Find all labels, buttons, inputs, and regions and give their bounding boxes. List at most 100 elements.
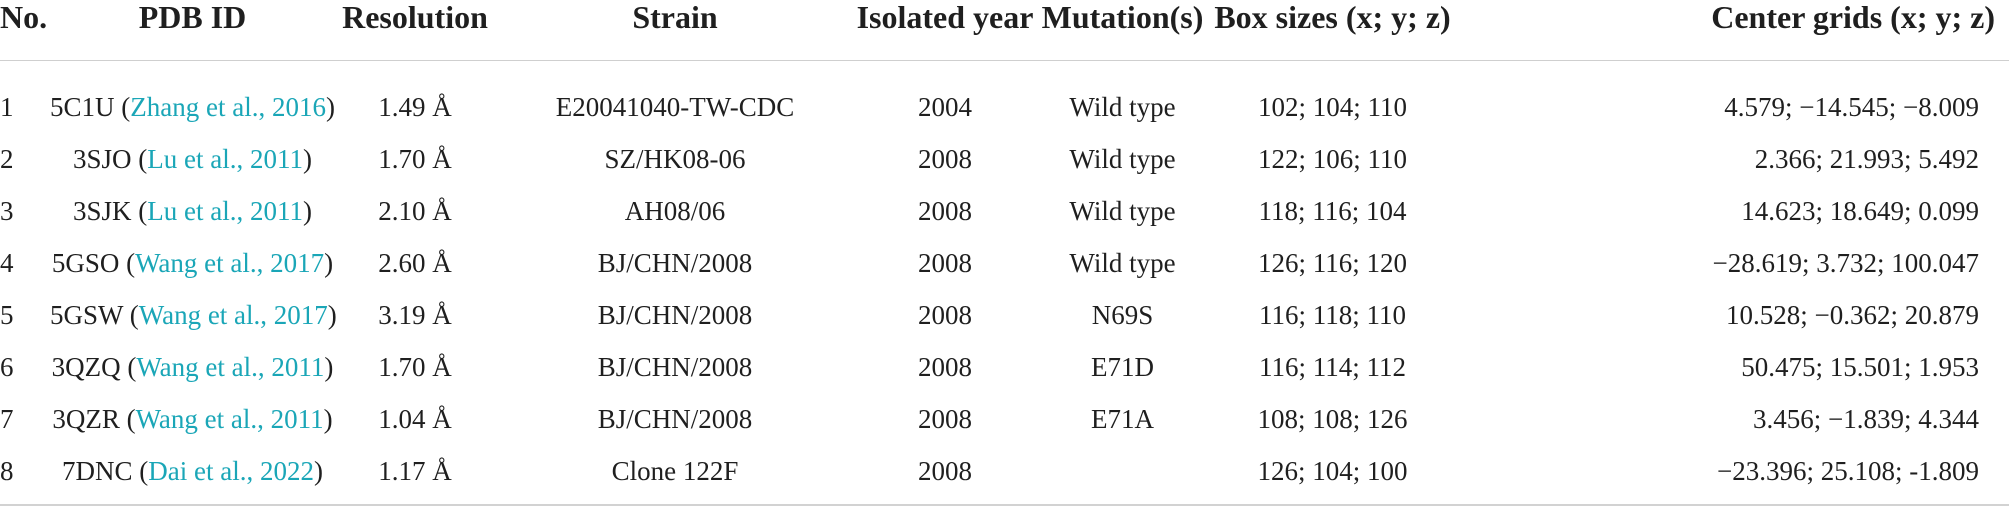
box-sizes-value: 116; 118; 110 [1259, 299, 1406, 330]
header-mutations: Mutation(s) [1041, 0, 1204, 35]
ref-year-link[interactable]: 2011 [250, 195, 303, 226]
ref-close: ) [303, 143, 312, 174]
cell-resolution: 3.19 Å [335, 289, 495, 341]
mutation-value: Wild type [1069, 195, 1176, 226]
ref-author-link[interactable]: Wang et al., [138, 299, 268, 330]
table-row: 1 5C1U (Zhang et al., 2016) 1.49 Å E2004104… [0, 61, 2009, 134]
cell-mutation: Wild type [1035, 237, 1210, 289]
table-row: 3 3SJK (Lu et al., 2011) 2.10 Å AH08/06 2008… [0, 185, 2009, 237]
cell-no: 6 [0, 341, 50, 393]
cell-no: 3 [0, 185, 50, 237]
cell-resolution: 1.04 Å [335, 393, 495, 445]
cell-mutation: Wild type [1035, 133, 1210, 185]
ref-open: ( [132, 455, 149, 486]
cell-year: 2008 [855, 445, 1035, 497]
ref-author-link[interactable]: Wang et al., [135, 403, 264, 434]
cell-year: 2008 [855, 185, 1035, 237]
cell-mutation: Wild type [1035, 61, 1210, 134]
row-number: 8 [0, 455, 14, 486]
strain-value: E20041040-TW-CDC [555, 91, 795, 122]
mutation-value: Wild type [1069, 247, 1176, 278]
resolution-value: 3.19 Å [378, 299, 452, 330]
cell-box-sizes: 108; 108; 126 [1210, 393, 1455, 445]
cell-pdb-id: 3QZQ (Wang et al., 2011) [50, 341, 335, 393]
pdb-id: 3SJO [73, 143, 132, 174]
year-value: 2008 [918, 403, 972, 434]
center-grids-value: 2.366; 21.993; 5.492 [1754, 143, 1979, 174]
cell-box-sizes: 126; 116; 120 [1210, 237, 1455, 289]
year-value: 2008 [918, 195, 972, 226]
cell-resolution: 2.10 Å [335, 185, 495, 237]
mutation-value: E71D [1091, 351, 1154, 382]
cell-center-grids: 10.528; −0.362; 20.879 [1455, 289, 2009, 341]
center-grids-value: 10.528; −0.362; 20.879 [1726, 299, 1979, 330]
ref-open: ( [114, 91, 131, 122]
cell-mutation: E71A [1035, 393, 1210, 445]
ref-open: ( [131, 143, 148, 174]
ref-author-link[interactable]: Wang et al., [136, 351, 265, 382]
year-value: 2008 [918, 299, 972, 330]
cell-pdb-id: 5GSW (Wang et al., 2017) [50, 289, 337, 341]
resolution-value: 2.60 Å [378, 247, 452, 278]
header-resolution: Resolution [342, 0, 488, 35]
strain-value: Clone 122F [611, 455, 739, 486]
center-grids-value: 14.623; 18.649; 0.099 [1741, 195, 1979, 226]
pdb-id: 5GSW [50, 299, 124, 330]
row-number: 1 [0, 91, 14, 122]
ref-author-link[interactable]: Zhang et al., [130, 91, 266, 122]
resolution-value: 1.17 Å [378, 455, 452, 486]
strain-value: AH08/06 [624, 195, 726, 226]
cell-year: 2008 [855, 133, 1035, 185]
resolution-value: 1.70 Å [378, 351, 452, 382]
box-sizes-value: 108; 108; 126 [1257, 403, 1408, 434]
ref-space [265, 92, 272, 122]
header-row: No. PDB ID Resolution Strain Isolated ye… [0, 0, 2009, 61]
cell-box-sizes: 116; 114; 112 [1210, 341, 1455, 393]
pdb-id: 5C1U [50, 91, 115, 122]
ref-author-link[interactable]: Wang et al., [135, 247, 264, 278]
ref-author-link[interactable]: Dai et al., [148, 455, 254, 486]
table-row: 4 5GSO (Wang et al., 2017) 2.60 Å BJ/CHN/20… [0, 237, 2009, 289]
table-row: 2 3SJO (Lu et al., 2011) 1.70 Å SZ/HK08-06 2… [0, 133, 2009, 185]
table-row: 7 3QZR (Wang et al., 2011) 1.04 Å BJ/CHN/20… [0, 393, 2009, 445]
row-number: 6 [0, 351, 14, 382]
year-value: 2008 [918, 247, 972, 278]
ref-close: ) [324, 247, 334, 278]
header-isolated-year: Isolated year [856, 0, 1034, 35]
cell-pdb-id: 3SJO (Lu et al., 2011) [50, 133, 335, 185]
ref-year-link[interactable]: 2016 [271, 91, 326, 122]
cell-pdb-id: 5C1U (Zhang et al., 2016) [50, 61, 335, 134]
cell-no: 4 [0, 237, 50, 289]
ref-year-link[interactable]: 2011 [270, 403, 324, 434]
strain-value: BJ/CHN/2008 [597, 299, 753, 330]
cell-no: 2 [0, 133, 50, 185]
ref-space [253, 456, 260, 486]
ref-year-link[interactable]: 2017 [273, 299, 328, 330]
ref-space [243, 196, 250, 226]
cell-strain: BJ/CHN/2008 [495, 341, 855, 393]
cell-center-grids: −28.619; 3.732; 100.047 [1455, 237, 2009, 289]
center-grids-value: −28.619; 3.732; 100.047 [1712, 247, 1979, 278]
strain-value: BJ/CHN/2008 [597, 247, 753, 278]
mutation-value: Wild type [1069, 143, 1176, 174]
ref-year-link[interactable]: 2011 [250, 143, 303, 174]
cell-pdb-id: 5GSO (Wang et al., 2017) [50, 237, 335, 289]
bottom-rule [0, 504, 2009, 506]
year-value: 2008 [918, 351, 972, 382]
cell-strain: BJ/CHN/2008 [495, 393, 855, 445]
ref-author-link[interactable]: Lu et al., [147, 143, 244, 174]
ref-open: ( [123, 299, 139, 330]
ref-year-link[interactable]: 2011 [271, 351, 325, 382]
cell-strain: BJ/CHN/2008 [495, 289, 855, 341]
ref-year-link[interactable]: 2022 [259, 455, 314, 486]
cell-resolution: 1.70 Å [335, 133, 495, 185]
center-grids-value: −23.396; 25.108; -1.809 [1717, 455, 1979, 486]
cell-center-grids: 14.623; 18.649; 0.099 [1455, 185, 2009, 237]
ref-author-link[interactable]: Lu et al., [147, 195, 244, 226]
cell-center-grids: 3.456; −1.839; 4.344 [1455, 393, 2009, 445]
resolution-value: 2.10 Å [378, 195, 452, 226]
ref-year-link[interactable]: 2017 [270, 247, 325, 278]
cell-strain: SZ/HK08-06 [495, 133, 855, 185]
table-body: 1 5C1U (Zhang et al., 2016) 1.49 Å E2004104… [0, 61, 2009, 498]
